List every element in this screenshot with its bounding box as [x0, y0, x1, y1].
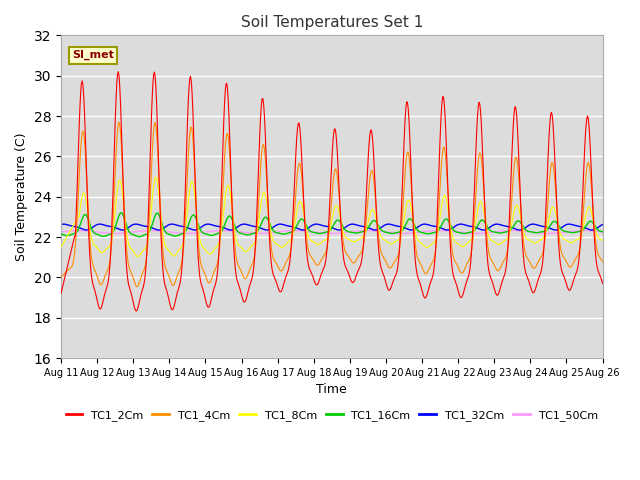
Legend: TC1_2Cm, TC1_4Cm, TC1_8Cm, TC1_16Cm, TC1_32Cm, TC1_50Cm: TC1_2Cm, TC1_4Cm, TC1_8Cm, TC1_16Cm, TC1… [61, 406, 602, 425]
X-axis label: Time: Time [316, 383, 347, 396]
Title: Soil Temperatures Set 1: Soil Temperatures Set 1 [241, 15, 423, 30]
Text: SI_met: SI_met [72, 50, 114, 60]
Y-axis label: Soil Temperature (C): Soil Temperature (C) [15, 132, 28, 261]
